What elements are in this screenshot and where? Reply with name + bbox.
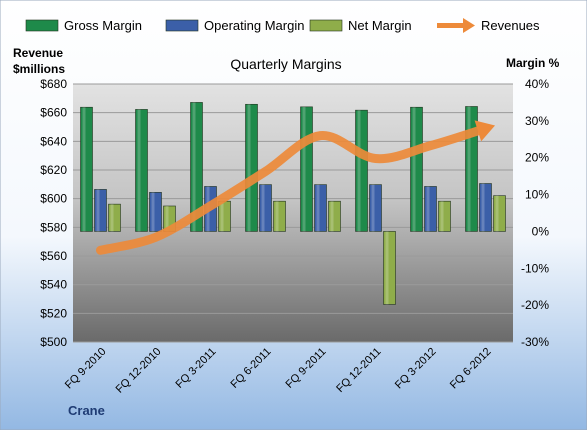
legend-label: Gross Margin xyxy=(64,18,142,33)
bar-operating-margin xyxy=(149,192,162,232)
bar-net-margin xyxy=(438,200,451,232)
left-axis: $500 $520 $540 $560 $580 $600 $620 $640 $660 $680 xyxy=(40,77,67,349)
legend-swatch-operating-margin xyxy=(165,19,199,32)
bar-gross-margin xyxy=(465,106,478,232)
bar-highlight xyxy=(96,189,100,232)
bar-highlight xyxy=(385,231,389,305)
left-axis-tick-label: $580 xyxy=(40,220,67,234)
bar-gross-margin xyxy=(355,109,368,232)
bar-gross-margin xyxy=(245,103,258,232)
bar-net-margin xyxy=(493,195,506,232)
right-axis-title: Margin % xyxy=(506,56,560,70)
bar-highlight xyxy=(302,106,306,232)
right-axis-tick-label: 10% xyxy=(525,188,549,202)
bar-highlight xyxy=(426,186,430,232)
legend-swatch-net-margin xyxy=(309,19,343,32)
legend-label: Operating Margin xyxy=(204,18,304,33)
bar-highlight xyxy=(357,110,361,232)
legend-label: Revenues xyxy=(481,18,540,33)
legend: Gross Margin Operating Margin Net Margin Re… xyxy=(25,18,540,33)
left-axis-tick-label: $640 xyxy=(40,134,67,148)
bar-gross-margin xyxy=(80,106,93,232)
right-axis-tick-label: 30% xyxy=(525,114,549,128)
bar-highlight xyxy=(371,184,375,232)
bar-operating-margin xyxy=(369,184,382,232)
bar-gross-margin xyxy=(410,106,423,232)
bar-operating-margin xyxy=(314,184,327,232)
right-axis-tick-label: 20% xyxy=(525,151,549,165)
revenues-line xyxy=(96,123,490,255)
bar-gross-margin xyxy=(300,106,313,232)
left-axis-title-line1: Revenue xyxy=(13,46,63,60)
left-axis-tick-label: $600 xyxy=(40,192,67,206)
left-axis-tick-label: $680 xyxy=(40,77,67,91)
bar-net-margin xyxy=(108,203,121,232)
bar-highlight xyxy=(316,184,320,232)
bar-gross-margin xyxy=(190,102,203,232)
bar-gross-margin xyxy=(135,109,148,232)
bar-operating-margin xyxy=(259,184,272,232)
bar-highlight xyxy=(261,184,265,232)
legend-swatch-gross-margin xyxy=(25,19,59,32)
chart-title: Quarterly Margins xyxy=(230,56,341,72)
bar-highlight xyxy=(275,201,279,232)
bar-highlight xyxy=(412,107,416,232)
bar-highlight xyxy=(151,192,155,232)
right-axis-tick-label: 0% xyxy=(532,224,550,238)
bar-operating-margin xyxy=(424,186,437,232)
bar-net-margin xyxy=(383,231,396,305)
bar-net-margin xyxy=(218,200,231,232)
left-axis-title-line2: $millions xyxy=(13,62,65,76)
bar-highlight xyxy=(137,109,141,232)
left-axis-tick-label: $540 xyxy=(40,278,67,292)
bar-series xyxy=(80,102,506,305)
bar-highlight xyxy=(165,205,169,232)
bar-highlight xyxy=(82,107,86,232)
right-axis-tick-label: -20% xyxy=(521,298,549,312)
left-axis-tick-label: $660 xyxy=(40,106,67,120)
line-series xyxy=(96,120,496,255)
bar-highlight xyxy=(330,201,334,232)
bar-highlight xyxy=(110,204,114,232)
right-axis-tick-label: -10% xyxy=(521,261,549,275)
right-axis-tick-label: -30% xyxy=(521,335,549,349)
revenues-arrowhead xyxy=(474,120,496,142)
left-axis-tick-label: $520 xyxy=(40,306,67,320)
bar-highlight xyxy=(247,104,251,232)
bar-highlight xyxy=(440,201,444,232)
bar-highlight xyxy=(481,183,485,232)
right-axis: -30% -20% -10% 0% 10% 20% 30% 40% xyxy=(521,77,549,349)
left-axis-tick-label: $620 xyxy=(40,163,67,177)
legend-swatch-arrow xyxy=(463,18,475,33)
bar-highlight xyxy=(495,195,499,232)
bar-operating-margin xyxy=(479,183,492,232)
bar-net-margin xyxy=(273,200,286,232)
bar-highlight xyxy=(220,201,224,232)
legend-label: Net Margin xyxy=(348,18,412,33)
bar-highlight xyxy=(467,106,471,232)
bar-net-margin xyxy=(328,200,341,232)
bar-operating-margin xyxy=(94,189,107,232)
left-axis-tick-label: $560 xyxy=(40,249,67,263)
left-axis-tick-label: $500 xyxy=(40,335,67,349)
bar-highlight xyxy=(192,102,196,232)
corner-label: Crane xyxy=(68,403,105,418)
right-axis-tick-label: 40% xyxy=(525,77,549,91)
